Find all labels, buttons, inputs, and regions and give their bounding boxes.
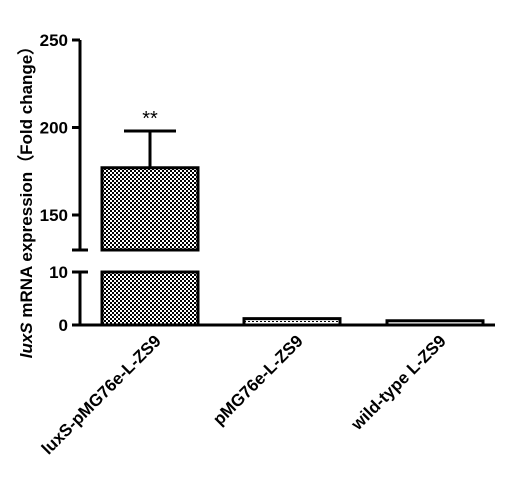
y-axis-label-text: mRNA expression（Fold change） <box>16 38 36 323</box>
y-tick-label: 150 <box>40 206 68 225</box>
bars: ** <box>100 108 485 327</box>
bar-upper-segment <box>100 166 200 252</box>
y-tick-label: 0 <box>59 316 68 335</box>
x-category-label: wild-type L-ZS9 <box>347 331 450 434</box>
y-tick-label: 200 <box>40 119 68 138</box>
y-tick-label: 250 <box>40 31 68 50</box>
y-axis-label-italic: luxS <box>17 322 36 359</box>
bar-lower-segment <box>100 270 200 327</box>
bar <box>385 319 485 327</box>
x-axis-labels: luxS-pMG76e-L-ZS9 pMG76e-L-ZS9 wild-type L… <box>38 331 450 458</box>
x-category-label: luxS-pMG76e-L-ZS9 <box>38 331 165 458</box>
y-tick-label: 10 <box>49 263 68 282</box>
significance-marker: ** <box>142 108 158 130</box>
x-category-label: pMG76e-L-ZS9 <box>209 331 307 429</box>
y-axis-label: luxS mRNA expression（Fold change） <box>16 38 36 359</box>
bar <box>242 317 342 327</box>
